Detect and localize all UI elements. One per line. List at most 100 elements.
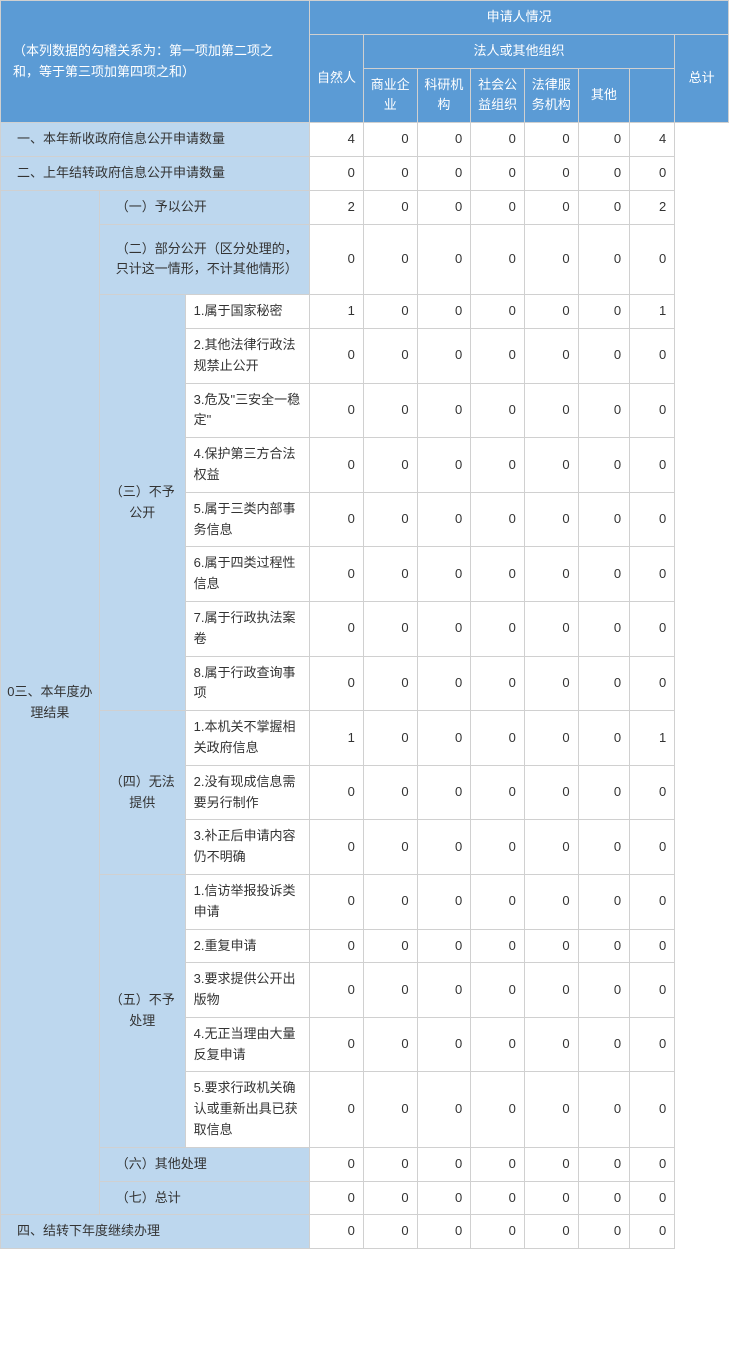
row-label: 1.本机关不掌握相关政府信息	[185, 711, 310, 766]
cell: 0	[471, 547, 525, 602]
col-legal-entity: 法人或其他组织	[363, 34, 674, 68]
cell: 0	[578, 1147, 630, 1181]
cell: 0	[363, 123, 417, 157]
cell: 0	[524, 1215, 578, 1249]
cell: 0	[578, 328, 630, 383]
cell: 0	[310, 1017, 364, 1072]
row-label: 5.要求行政机关确认或重新出具已获取信息	[185, 1072, 310, 1147]
row-label: 二、上年结转政府信息公开申请数量	[1, 156, 310, 190]
cell: 0	[524, 156, 578, 190]
cell: 0	[578, 820, 630, 875]
row-label: （一）予以公开	[99, 190, 309, 224]
cell: 0	[363, 1215, 417, 1249]
group-label-4: （四）无法提供	[99, 711, 185, 875]
cell: 0	[417, 820, 471, 875]
cell: 0	[630, 963, 675, 1018]
cell: 0	[417, 295, 471, 329]
cell: 1	[310, 295, 364, 329]
cell: 0	[524, 190, 578, 224]
cell: 0	[578, 1181, 630, 1215]
cell: 0	[524, 123, 578, 157]
cell: 0	[363, 765, 417, 820]
row-label: 5.属于三类内部事务信息	[185, 492, 310, 547]
cell: 0	[363, 711, 417, 766]
cell: 0	[417, 547, 471, 602]
cell: 4	[310, 123, 364, 157]
row-label: 8.属于行政查询事项	[185, 656, 310, 711]
table-row: （二）部分公开（区分处理的，只计这一情形，不计其他情形） 0 0 0 0 0 0…	[1, 224, 729, 295]
cell: 0	[524, 1017, 578, 1072]
cell: 0	[524, 547, 578, 602]
cell: 0	[524, 820, 578, 875]
cell: 0	[578, 765, 630, 820]
cell: 0	[578, 295, 630, 329]
cell: 0	[630, 656, 675, 711]
cell: 0	[578, 383, 630, 438]
header-note: （本列数据的勾稽关系为：第一项加第二项之和，等于第三项加第四项之和）	[1, 1, 310, 123]
cell: 0	[471, 224, 525, 295]
sub-col-4: 其他	[578, 68, 630, 123]
row-label: 1.属于国家秘密	[185, 295, 310, 329]
cell: 0	[310, 874, 364, 929]
cell: 0	[630, 224, 675, 295]
cell: 0	[524, 929, 578, 963]
cell: 0	[363, 1147, 417, 1181]
cell: 0	[578, 963, 630, 1018]
cell: 0	[630, 438, 675, 493]
cell: 0	[310, 547, 364, 602]
cell: 0	[630, 820, 675, 875]
cell: 0	[471, 601, 525, 656]
cell: 0	[310, 963, 364, 1018]
cell: 0	[310, 820, 364, 875]
table-row: （五）不予处理 1.信访举报投诉类申请 0 0 0 0 0 0 0	[1, 874, 729, 929]
group-label-5: （五）不予处理	[99, 874, 185, 1147]
cell: 0	[363, 295, 417, 329]
cell: 0	[471, 1181, 525, 1215]
table-row: 二、上年结转政府信息公开申请数量 0 0 0 0 0 0 0	[1, 156, 729, 190]
cell: 0	[363, 1072, 417, 1147]
cell: 0	[578, 656, 630, 711]
cell: 0	[417, 1215, 471, 1249]
cell: 0	[524, 383, 578, 438]
table-row: 一、本年新收政府信息公开申请数量 4 0 0 0 0 0 4	[1, 123, 729, 157]
cell: 0	[524, 224, 578, 295]
cell: 0	[417, 1181, 471, 1215]
cell: 0	[310, 929, 364, 963]
cell: 0	[524, 656, 578, 711]
cell: 0	[630, 156, 675, 190]
cell: 0	[524, 1181, 578, 1215]
cell: 0	[310, 492, 364, 547]
row-label: 4.无正当理由大量反复申请	[185, 1017, 310, 1072]
cell: 0	[524, 765, 578, 820]
cell: 0	[417, 1147, 471, 1181]
cell: 0	[630, 1215, 675, 1249]
cell: 0	[630, 874, 675, 929]
cell: 0	[630, 492, 675, 547]
col-total: 总计	[675, 34, 729, 122]
cell: 0	[363, 1017, 417, 1072]
cell: 0	[630, 765, 675, 820]
cell: 0	[310, 328, 364, 383]
cell: 0	[363, 328, 417, 383]
table-row: 0三、本年度办理结果 （一）予以公开 2 0 0 0 0 0 2	[1, 190, 729, 224]
applicant-status-header: 申请人情况	[310, 1, 729, 35]
row-label: 1.信访举报投诉类申请	[185, 874, 310, 929]
row-label: 2.其他法律行政法规禁止公开	[185, 328, 310, 383]
cell: 0	[578, 1017, 630, 1072]
cell: 0	[630, 601, 675, 656]
cell: 0	[471, 492, 525, 547]
cell: 0	[417, 492, 471, 547]
cell: 0	[630, 929, 675, 963]
cell: 0	[471, 656, 525, 711]
row-label: 2.重复申请	[185, 929, 310, 963]
table-row: （三）不予公开 1.属于国家秘密 1 0 0 0 0 0 1	[1, 295, 729, 329]
cell: 0	[471, 874, 525, 929]
cell: 0	[417, 1017, 471, 1072]
cell: 0	[310, 438, 364, 493]
cell: 0	[363, 492, 417, 547]
data-table: （本列数据的勾稽关系为：第一项加第二项之和，等于第三项加第四项之和） 申请人情况…	[0, 0, 729, 1249]
cell: 0	[310, 1181, 364, 1215]
cell: 0	[578, 190, 630, 224]
cell: 0	[524, 295, 578, 329]
cell: 0	[310, 1072, 364, 1147]
